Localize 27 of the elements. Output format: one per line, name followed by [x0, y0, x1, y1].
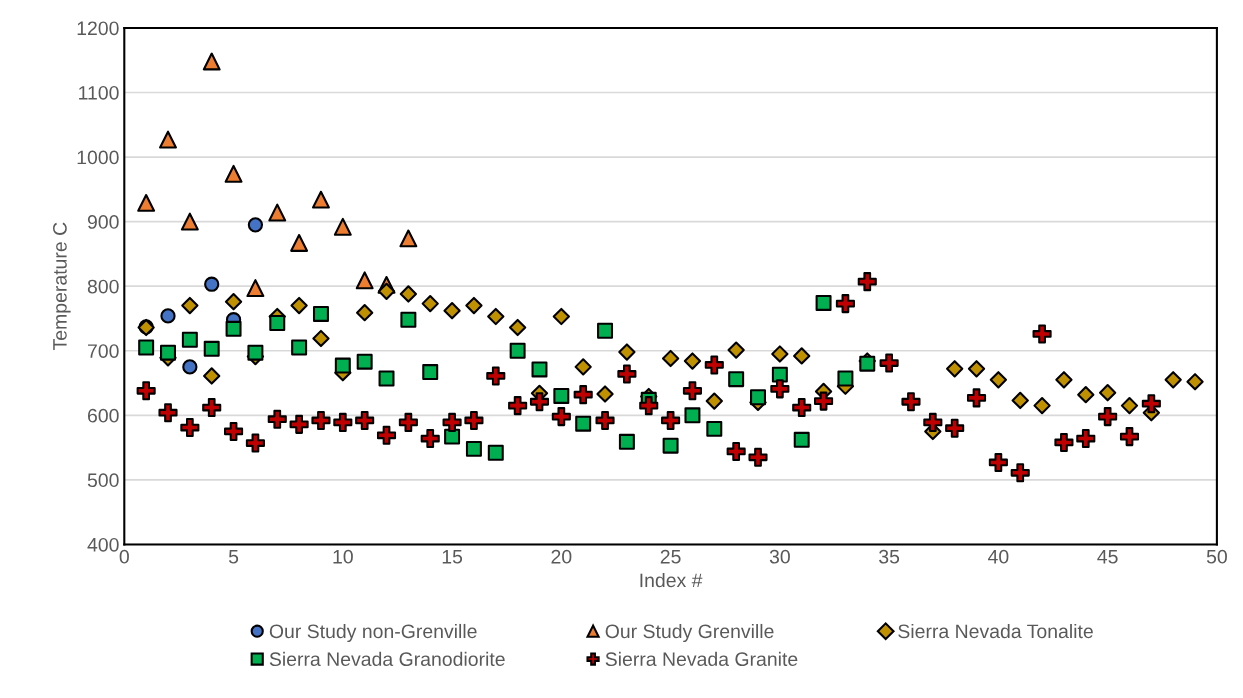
- y-tick-label: 900: [87, 215, 119, 229]
- y-tick-label: 700: [88, 344, 119, 358]
- y-tick-label: 400: [87, 537, 119, 552]
- y-tick-label: 1200: [77, 21, 119, 36]
- y-tick-label: 500: [87, 473, 119, 488]
- x-axis-title: Index #: [640, 572, 703, 588]
- y-axis-title: Temperature C: [53, 222, 71, 351]
- x-tick-label: 25: [660, 549, 681, 564]
- x-tick-label: 35: [879, 549, 900, 564]
- legend-label: Our Study non-Grenville: [269, 623, 477, 643]
- legend-label: Sierra Nevada Granodiorite: [269, 651, 505, 667]
- x-tick-label: 30: [769, 549, 790, 564]
- legend-label: Sierra Nevada Granite: [605, 651, 798, 667]
- x-tick-label: 5: [228, 550, 239, 564]
- legend-label: Sierra Nevada Tonalite: [898, 623, 1093, 639]
- x-tick-label: 20: [551, 549, 572, 564]
- y-tick-label: 600: [87, 408, 119, 423]
- x-tick-label: 40: [988, 549, 1009, 564]
- x-tick-label: 10: [333, 549, 353, 564]
- y-tick-label: 1000: [77, 150, 119, 165]
- y-tick-label: 1100: [79, 85, 119, 100]
- x-tick-label: 50: [1206, 549, 1227, 564]
- x-tick-label: 45: [1097, 550, 1118, 564]
- x-tick-label: 15: [442, 550, 463, 564]
- x-tick-label: 0: [119, 549, 129, 564]
- legend-label: Our Study Grenville: [605, 623, 774, 643]
- y-tick-label: 800: [87, 279, 119, 294]
